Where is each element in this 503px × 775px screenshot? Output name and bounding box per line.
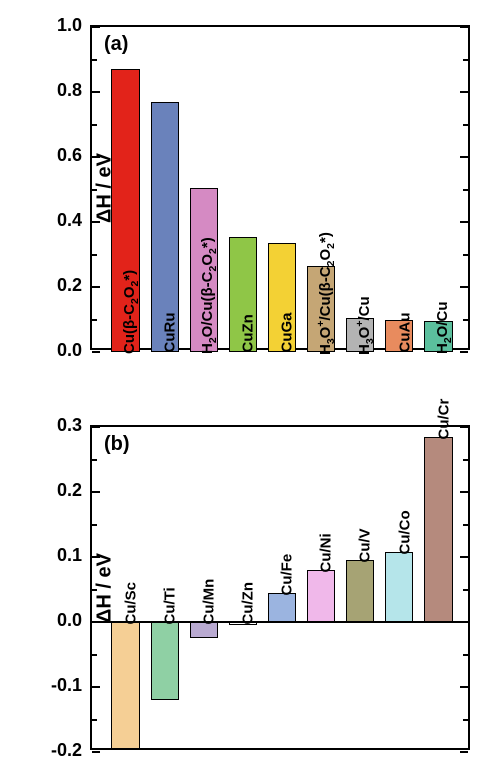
bar-label: Cu/Fe: [279, 554, 296, 596]
bar-label: Cu(β-C2O2*): [121, 270, 141, 354]
ytick-label: 0.2: [32, 480, 82, 501]
bar: [268, 593, 296, 622]
bar-label: H2O/Cu(β-C2O2*): [199, 237, 219, 354]
bar: [111, 622, 139, 749]
ytick-label: 0.8: [32, 80, 82, 101]
bar-label: Cu/Mn: [201, 579, 218, 625]
panel-a-plot-area: (a) Cu(β-C2O2*)CuRuH2O/Cu(β-C2O2*)CuZnCu…: [90, 25, 470, 350]
bar-label: CuRu: [161, 313, 178, 353]
bar-label: Cu/Zn: [240, 582, 257, 625]
bar-label: Cu/Ti: [161, 587, 178, 624]
panel-b-plot-area: (b) Cu/Sc Cu/Ti Cu/Mn Cu/Zn Cu/Fe Cu/Ni Cu/V Cu…: [90, 425, 470, 750]
ytick-label: 0.3: [32, 415, 82, 436]
panel-b: ΔH / eV (b) Cu/ScCu/TiCu/MnCu/ZnCu/FeCu/…: [90, 425, 470, 750]
bar-label: CuZn: [240, 314, 257, 352]
bar: [307, 570, 335, 622]
ytick-label: 0.6: [32, 145, 82, 166]
ytick-label: 0.0: [32, 340, 82, 361]
figure: ΔH / eV (a) Cu(β-C2O2*)CuRuH2O/Cu(β-C2O2…: [0, 0, 503, 775]
bar: [346, 560, 374, 622]
bar-label: CuAu: [396, 313, 413, 353]
bar-label: H3O+/Cu: [354, 296, 376, 355]
ytick-label: 0.2: [32, 275, 82, 296]
bar-label: Cu/Co: [396, 510, 413, 554]
ytick-label: -0.2: [32, 740, 82, 761]
ytick-label: 0.1: [32, 545, 82, 566]
panel-b-tag: (b): [104, 433, 130, 456]
bar: [151, 622, 179, 700]
bar: [385, 552, 413, 622]
ytick-label: 0.4: [32, 210, 82, 231]
bar: [424, 437, 452, 622]
ytick-label: 0.0: [32, 610, 82, 631]
ytick-label: 1.0: [32, 15, 82, 36]
bar-label: Cu/Ni: [318, 533, 335, 572]
panel-a-tag: (a): [104, 33, 128, 56]
panel-a: ΔH / eV (a) Cu(β-C2O2*)CuRuH2O/Cu(β-C2O2…: [90, 25, 470, 350]
bar-label: Cu/V: [357, 529, 374, 563]
bar-label: H2O/Cu: [434, 301, 454, 354]
bar-label: Cu/Cr: [435, 398, 452, 439]
bar-label: H3O+/Cu(β-C2O2*): [315, 232, 337, 355]
bar-label: Cu/Sc: [122, 582, 139, 625]
ytick-label: -0.1: [32, 675, 82, 696]
bar-label: CuGa: [279, 312, 296, 352]
